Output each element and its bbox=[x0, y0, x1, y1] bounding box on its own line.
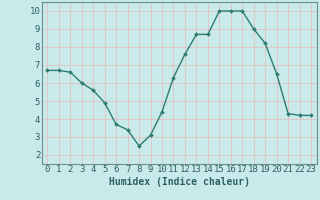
X-axis label: Humidex (Indice chaleur): Humidex (Indice chaleur) bbox=[109, 177, 250, 187]
